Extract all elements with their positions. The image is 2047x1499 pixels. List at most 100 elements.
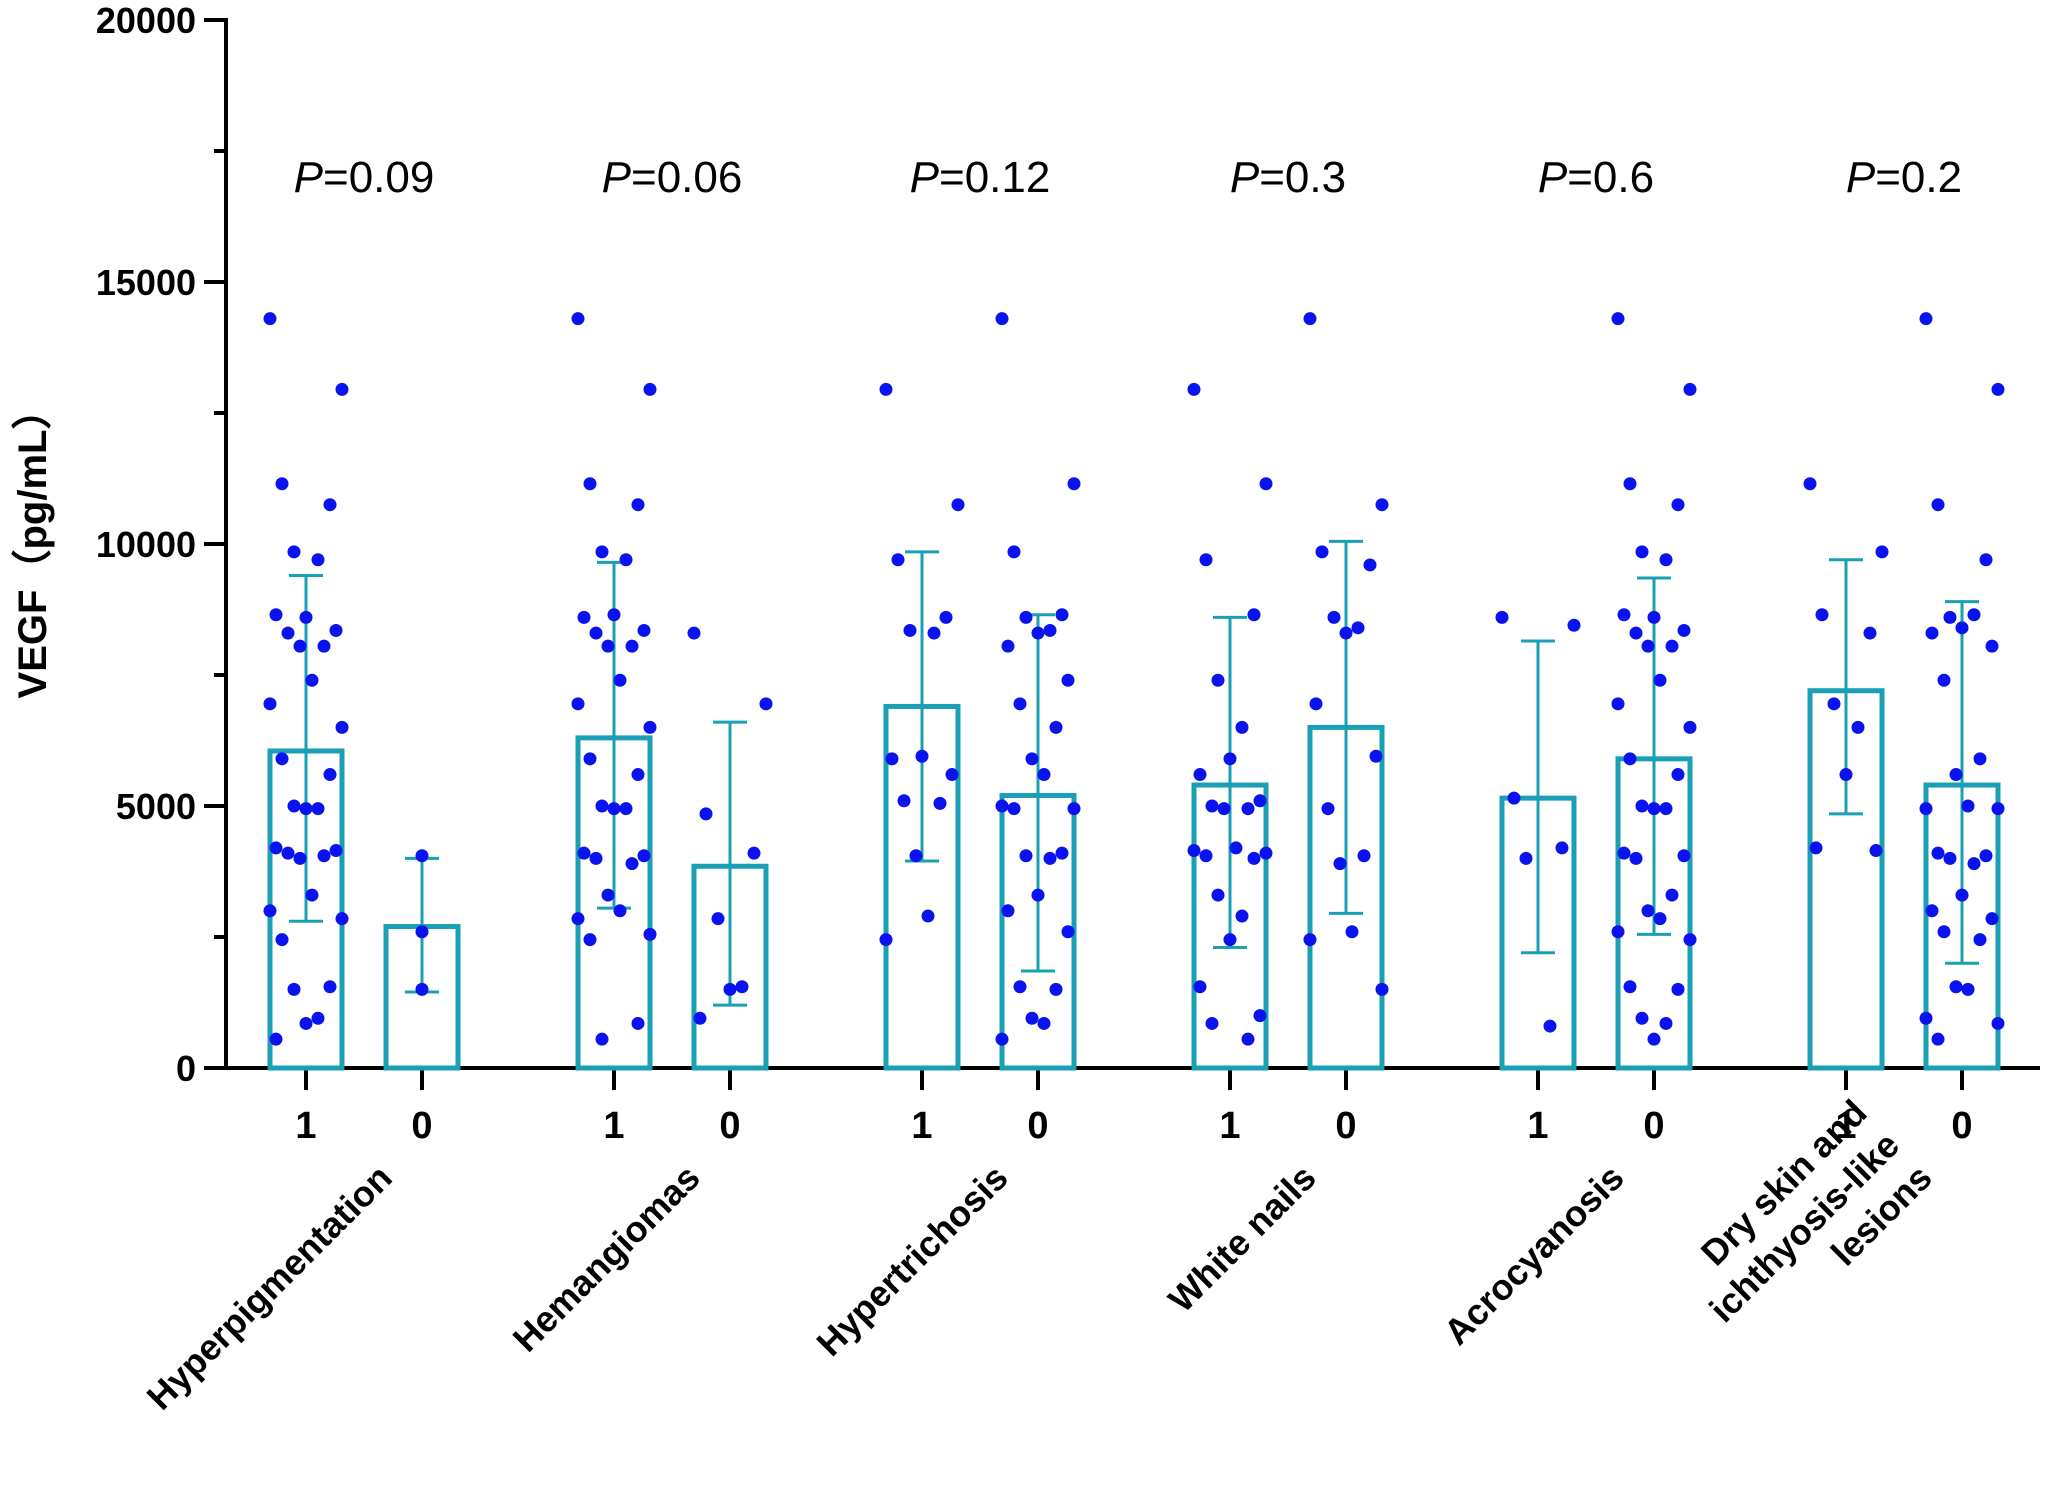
- data-point: [1519, 851, 1533, 865]
- data-point: [299, 802, 313, 816]
- data-point: [589, 851, 603, 865]
- data-point: [1339, 626, 1353, 640]
- data-point: [287, 799, 301, 813]
- data-point: [1869, 844, 1883, 858]
- group-label: White nails: [1160, 1157, 1323, 1320]
- data-point: [1211, 888, 1225, 902]
- data-point: [1925, 626, 1939, 640]
- data-point: [311, 1011, 325, 1025]
- data-point: [601, 639, 615, 653]
- data-point: [1375, 498, 1389, 512]
- p-value-text: =0.09: [323, 153, 434, 202]
- data-point: [1001, 639, 1015, 653]
- data-point: [1659, 1016, 1673, 1030]
- data-point: [921, 909, 935, 923]
- data-point: [1229, 841, 1243, 855]
- y-axis-title: VEGF（pg/mL）: [11, 390, 55, 699]
- data-point: [1647, 610, 1661, 624]
- data-point: [1187, 844, 1201, 858]
- data-point: [1235, 720, 1249, 734]
- data-point: [287, 545, 301, 559]
- data-point: [1851, 720, 1865, 734]
- data-point: [759, 697, 773, 711]
- data-point: [1049, 720, 1063, 734]
- data-point: [619, 802, 633, 816]
- data-point: [1991, 1016, 2005, 1030]
- data-point: [311, 802, 325, 816]
- data-point: [1327, 610, 1341, 624]
- data-point: [1671, 498, 1685, 512]
- data-point: [1555, 841, 1569, 855]
- data-point: [583, 752, 597, 766]
- data-point: [1007, 802, 1021, 816]
- data-point: [1013, 697, 1027, 711]
- data-point: [275, 933, 289, 947]
- data-point: [1031, 626, 1045, 640]
- data-point: [903, 623, 917, 637]
- data-point: [263, 904, 277, 918]
- data-point: [323, 768, 337, 782]
- data-point: [1919, 1011, 1933, 1025]
- p-value-label: P=0.06: [602, 153, 743, 202]
- data-point: [1925, 904, 1939, 918]
- data-point: [1217, 802, 1231, 816]
- data-point: [735, 980, 749, 994]
- data-point: [1671, 982, 1685, 996]
- data-point: [1037, 768, 1051, 782]
- data-point: [1199, 553, 1213, 567]
- data-point: [595, 545, 609, 559]
- p-value-text: =0.2: [1875, 153, 1962, 202]
- data-point: [1931, 1032, 1945, 1046]
- data-point: [631, 768, 645, 782]
- x-category-label: 0: [1643, 1105, 1664, 1147]
- data-point: [1617, 608, 1631, 622]
- data-point: [1967, 857, 1981, 871]
- data-point: [1567, 618, 1581, 632]
- data-point: [1193, 980, 1207, 994]
- data-point: [269, 841, 283, 855]
- data-point: [1985, 912, 1999, 926]
- bars-layer: [267, 539, 2001, 1071]
- data-point: [643, 927, 657, 941]
- data-point: [1043, 623, 1057, 637]
- data-point: [1315, 545, 1329, 559]
- data-point: [1061, 925, 1075, 939]
- data-point: [1007, 545, 1021, 559]
- group-label: Hypertrichosis: [808, 1157, 1015, 1364]
- data-point: [927, 626, 941, 640]
- data-point: [571, 912, 585, 926]
- data-point: [1019, 610, 1033, 624]
- data-point: [1659, 553, 1673, 567]
- data-point: [293, 851, 307, 865]
- data-point: [1055, 846, 1069, 860]
- data-point: [1187, 382, 1201, 396]
- p-symbol: P: [910, 153, 940, 202]
- data-point: [933, 796, 947, 810]
- points-layer: [263, 312, 2005, 1046]
- group-label: Acrocyanosis: [1436, 1157, 1632, 1353]
- data-point: [1025, 1011, 1039, 1025]
- data-point: [263, 312, 277, 326]
- data-point: [1635, 1011, 1649, 1025]
- data-point: [1635, 799, 1649, 813]
- data-point: [1931, 498, 1945, 512]
- data-point: [311, 553, 325, 567]
- data-point: [1495, 610, 1509, 624]
- data-point: [1979, 553, 1993, 567]
- data-point: [747, 846, 761, 860]
- data-point: [1875, 545, 1889, 559]
- data-point: [687, 626, 701, 640]
- data-point: [263, 697, 277, 711]
- data-point: [1259, 477, 1273, 491]
- data-point: [415, 925, 429, 939]
- data-point: [1961, 799, 1975, 813]
- y-tick-label: 10000: [96, 524, 196, 565]
- data-point: [699, 807, 713, 821]
- data-point: [1031, 888, 1045, 902]
- data-point: [1241, 802, 1255, 816]
- p-value-label: P=0.12: [910, 153, 1051, 202]
- data-point: [1241, 1032, 1255, 1046]
- data-point: [1067, 477, 1081, 491]
- data-point: [1253, 1009, 1267, 1023]
